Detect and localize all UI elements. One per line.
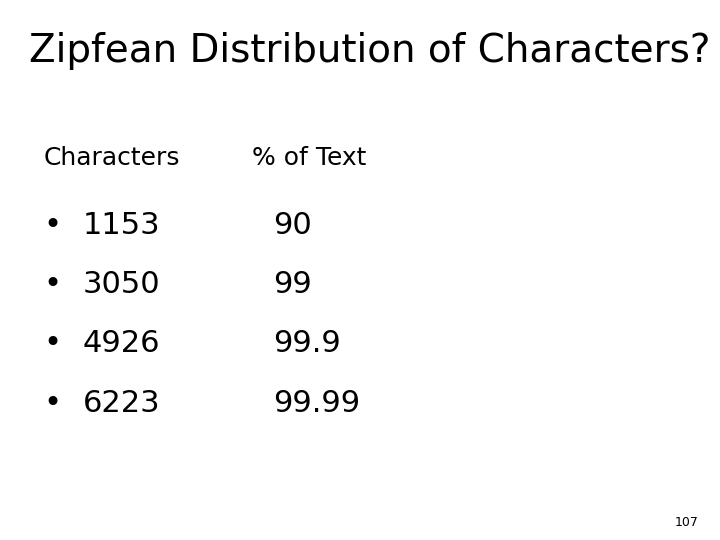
Text: % of Text: % of Text [252,146,366,170]
Text: Zipfean Distribution of Characters?: Zipfean Distribution of Characters? [29,32,711,70]
Text: 4926: 4926 [83,329,161,359]
Text: 1153: 1153 [83,211,161,240]
Text: 99.9: 99.9 [274,329,341,359]
Text: 6223: 6223 [83,389,161,418]
Text: 107: 107 [675,516,698,529]
Text: •: • [43,329,61,359]
Text: •: • [43,270,61,299]
Text: •: • [43,389,61,418]
Text: Characters: Characters [43,146,180,170]
Text: 3050: 3050 [83,270,161,299]
Text: 90: 90 [274,211,312,240]
Text: 99: 99 [274,270,312,299]
Text: 99.99: 99.99 [274,389,361,418]
Text: •: • [43,211,61,240]
